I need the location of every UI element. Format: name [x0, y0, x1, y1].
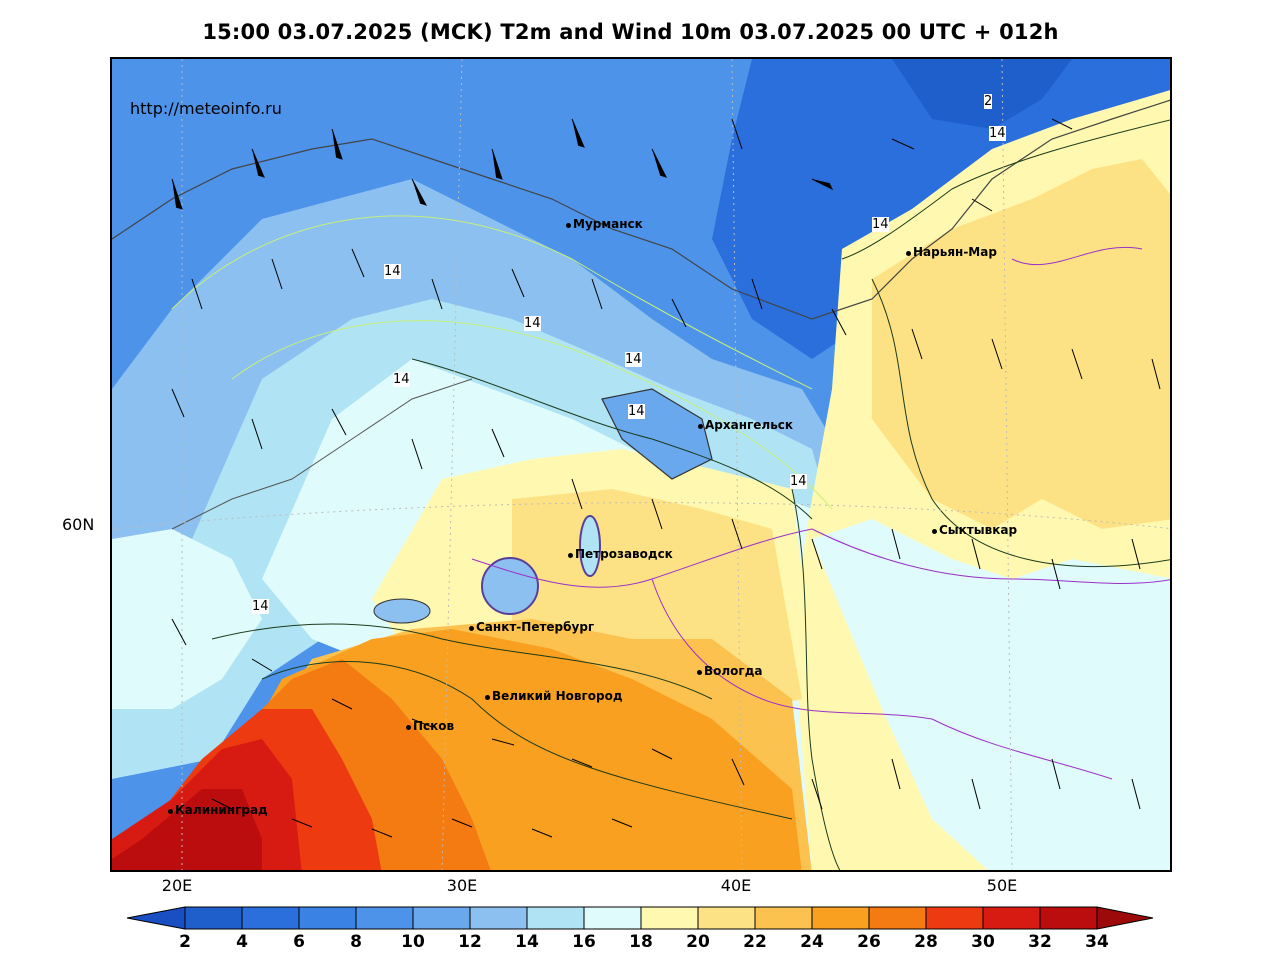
city-murmansk: Мурманск — [566, 217, 643, 231]
city-kaliningrad: Калининград — [168, 803, 268, 817]
lon-label-40e: 40E — [720, 876, 752, 895]
contour-label: 14 — [872, 217, 889, 232]
city-arkhangelsk: Архангельск — [698, 418, 793, 432]
colorbar-high-arrow — [1096, 906, 1154, 930]
colorbar-cell — [469, 906, 528, 930]
coastline-baltic — [171, 378, 473, 530]
isotherm-lines — [211, 119, 1170, 870]
city-syktyvkar: Сыктывкар — [932, 523, 1017, 537]
city-label: Архангельск — [705, 418, 794, 432]
graticule — [112, 59, 1170, 870]
colorbar-cell — [298, 906, 357, 930]
colorbar-tick-label: 12 — [458, 932, 482, 952]
colorbar-tick-label: 22 — [743, 932, 767, 952]
city-dot — [469, 626, 474, 631]
colorbar-cell — [355, 906, 414, 930]
colorbar-tick-label: 14 — [515, 932, 539, 952]
colorbar-tick-label: 34 — [1085, 932, 1109, 952]
city-dot — [932, 529, 937, 534]
city-dot — [698, 424, 703, 429]
city-label: Петрозаводск — [575, 547, 673, 561]
city-petrozavodsk: Петрозаводск — [568, 547, 673, 561]
city-dot — [566, 223, 571, 228]
city-veliky-novgorod: Великий Новгород — [485, 689, 623, 703]
city-label: Сыктывкар — [939, 523, 1018, 537]
city-dot — [168, 809, 173, 814]
contour-label: 2 — [984, 94, 993, 109]
contour-label: 14 — [384, 264, 401, 279]
city-dot — [906, 251, 911, 256]
colorbar-tick-label: 26 — [857, 932, 881, 952]
colorbar-cell — [241, 906, 300, 930]
colorbar-cell — [640, 906, 699, 930]
contour-label: 14 — [989, 126, 1006, 141]
lake-gulf — [373, 598, 431, 624]
lake-onega — [579, 515, 601, 577]
weather-map: http://meteoinfo.ru 2 14 14 14 14 14 14 … — [110, 57, 1172, 872]
city-vologda: Вологда — [697, 664, 762, 678]
city-label: Псков — [413, 719, 455, 733]
temp-field-16-east — [812, 519, 1170, 870]
colorbar-cell — [811, 906, 870, 930]
colorbar-tick-label: 24 — [800, 932, 824, 952]
city-dot — [485, 695, 490, 700]
temperature-colorbar — [126, 906, 1154, 930]
city-dot — [568, 553, 573, 558]
city-pskov: Псков — [406, 719, 454, 733]
city-label: Мурманск — [573, 217, 643, 231]
colorbar-tick-label: 8 — [350, 932, 362, 952]
colorbar-tick-label: 32 — [1028, 932, 1052, 952]
region-borders — [471, 247, 1170, 780]
colorbar-cell — [412, 906, 471, 930]
colorbar-tick-label: 6 — [293, 932, 305, 952]
colorbar-tick-label: 28 — [914, 932, 938, 952]
city-label: Калининград — [175, 803, 268, 817]
city-saint-petersburg: Санкт-Петербург — [469, 620, 594, 634]
lat-label-60n: 60N — [62, 515, 95, 534]
city-label: Нарьян-Мар — [913, 245, 997, 259]
contour-label: 14 — [790, 474, 807, 489]
colorbar-cell — [184, 906, 243, 930]
colorbar-tick-label: 4 — [236, 932, 248, 952]
city-naryan-mar: Нарьян-Мар — [906, 245, 997, 259]
lon-label-50e: 50E — [986, 876, 1018, 895]
contour-label: 14 — [628, 404, 645, 419]
lon-label-30e: 30E — [446, 876, 478, 895]
colorbar-cell — [697, 906, 756, 930]
colorbar-cell — [583, 906, 642, 930]
temp-field-34 — [112, 789, 262, 870]
city-label: Великий Новгород — [492, 689, 623, 703]
city-label: Санкт-Петербург — [476, 620, 595, 634]
map-title: 15:00 03.07.2025 (MCK) T2m and Wind 10m … — [202, 20, 1059, 44]
contour-label: 14 — [252, 599, 269, 614]
colorbar-cell — [925, 906, 984, 930]
contour-label: 14 — [625, 352, 642, 367]
wind-barbs — [171, 118, 1161, 838]
colorbar-tick-label: 30 — [971, 932, 995, 952]
city-dot — [406, 725, 411, 730]
colorbar-cell — [526, 906, 585, 930]
colorbar-cell — [1039, 906, 1098, 930]
coastline-north — [112, 99, 1170, 320]
city-dot — [697, 670, 702, 675]
colorbar-tick-label: 2 — [179, 932, 191, 952]
isotherm-lines-cold — [171, 215, 833, 510]
colorbar-tick-label: 18 — [629, 932, 653, 952]
contour-label: 14 — [524, 316, 541, 331]
colorbar-cell — [982, 906, 1041, 930]
colorbar-cell — [868, 906, 927, 930]
watermark-text: http://meteoinfo.ru — [130, 99, 282, 118]
colorbar-cell — [754, 906, 813, 930]
city-label: Вологда — [704, 664, 763, 678]
lon-label-20e: 20E — [161, 876, 193, 895]
lake-ladoga — [481, 557, 539, 615]
temp-field-2 — [892, 59, 1072, 129]
colorbar-tick-label: 10 — [401, 932, 425, 952]
colorbar-low-arrow — [126, 906, 186, 930]
contour-label: 14 — [393, 372, 410, 387]
temp-field-16-west — [112, 529, 262, 709]
colorbar-tick-label: 16 — [572, 932, 596, 952]
colorbar-tick-label: 20 — [686, 932, 710, 952]
